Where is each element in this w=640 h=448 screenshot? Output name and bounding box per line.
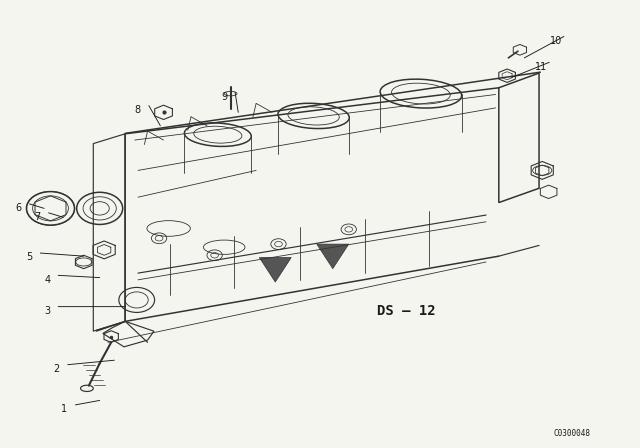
Text: 7: 7 <box>35 212 41 222</box>
Text: 6: 6 <box>15 203 22 213</box>
Text: 9: 9 <box>221 92 227 102</box>
Text: 8: 8 <box>135 105 141 115</box>
Polygon shape <box>259 258 291 282</box>
Text: 2: 2 <box>54 364 60 374</box>
Text: DS – 12: DS – 12 <box>378 304 436 318</box>
Text: 10: 10 <box>550 36 562 46</box>
Text: 3: 3 <box>44 306 51 316</box>
Text: C0300048: C0300048 <box>554 429 591 439</box>
Polygon shape <box>317 244 349 269</box>
Text: 5: 5 <box>26 253 33 263</box>
Text: 4: 4 <box>44 275 51 285</box>
Text: 1: 1 <box>61 405 67 414</box>
Text: 11: 11 <box>535 62 547 72</box>
